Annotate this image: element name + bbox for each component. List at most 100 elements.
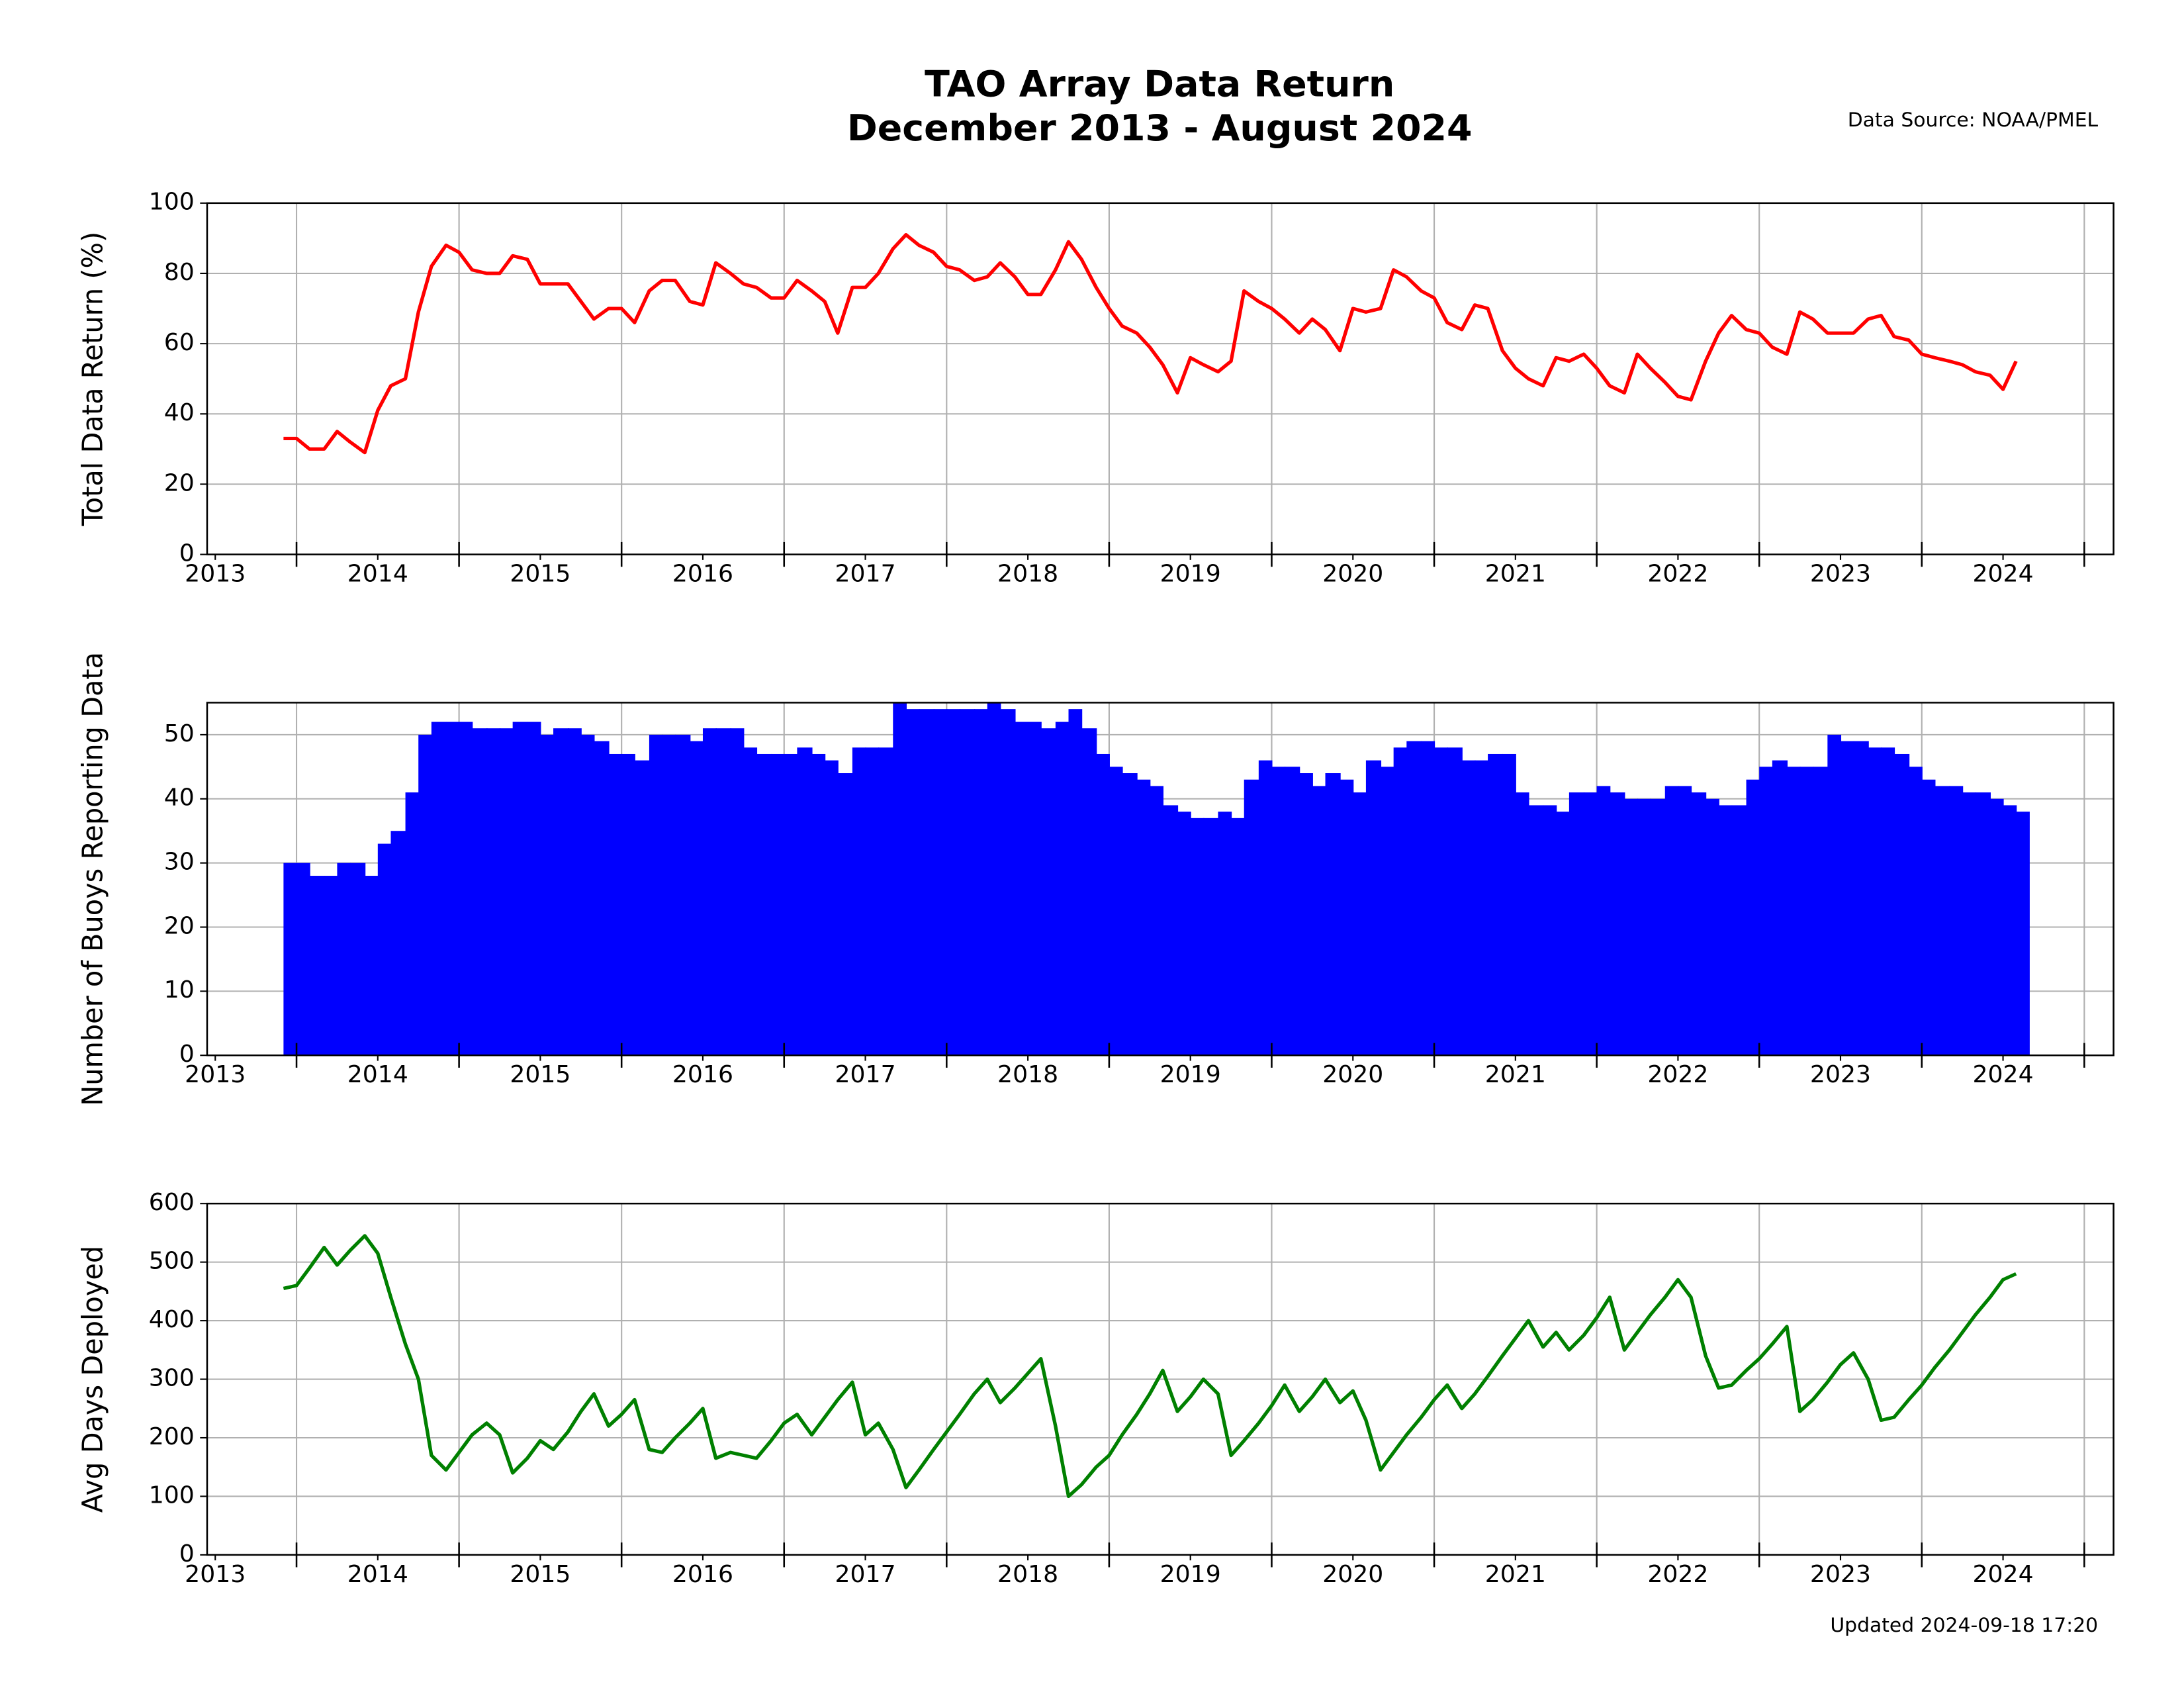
bar [959,709,976,1056]
x-tick-label: 2019 [1160,1561,1221,1587]
bar [1218,812,1232,1056]
bar [1177,812,1191,1056]
bar [1650,798,1666,1056]
bar [1325,773,1341,1056]
y-tick-label: 60 [164,329,195,355]
bar [1718,805,1733,1056]
bar [337,863,351,1056]
bar [1610,792,1625,1056]
bar [1081,728,1097,1056]
bar [1528,805,1544,1056]
x-tick-label: 2023 [1810,1062,1871,1088]
bar [1502,753,1516,1056]
x-tick-label: 2021 [1485,1561,1546,1587]
bar [1068,709,1083,1056]
bar [365,876,379,1056]
bar [1203,818,1219,1056]
bar [1109,767,1123,1056]
bar [825,760,839,1056]
x-tick-label: 2015 [510,1062,570,1088]
bar [1475,760,1489,1056]
bar [1583,792,1598,1056]
x-tick-label: 2016 [672,1062,733,1088]
x-tick-label: 2018 [997,561,1058,587]
bar [1434,747,1448,1056]
bar [568,728,582,1056]
bar [472,728,488,1056]
bar [377,843,392,1056]
bar [1258,760,1273,1056]
x-tick-label: 2024 [1973,1561,2034,1587]
bar [1122,773,1138,1056]
bar [1393,747,1408,1056]
bar [1569,792,1585,1056]
bar [1772,760,1788,1056]
x-tick-label: 2022 [1647,561,1708,587]
bar [852,747,866,1056]
bar [715,728,731,1056]
bar [1746,779,1760,1056]
x-tick-label: 2024 [1973,561,2034,587]
bar [459,722,473,1056]
bar [771,753,785,1056]
bar [2016,812,2030,1056]
bar [1827,734,1842,1056]
bar [946,709,961,1056]
bar [1299,773,1313,1056]
bar [1853,741,1869,1056]
bar [540,734,555,1056]
y-tick-label: 0 [179,540,195,567]
x-tick-label: 2014 [347,1561,408,1587]
x-tick-label: 2021 [1485,561,1546,587]
bar [1840,741,1854,1056]
bar [608,753,623,1056]
y-tick-label: 10 [164,977,195,1004]
bar [1285,767,1300,1056]
bar [1975,792,1991,1056]
x-tick-label: 2020 [1322,1062,1383,1088]
y-tick-label: 100 [149,189,195,215]
bar [1312,786,1326,1056]
plot-frame [206,202,2115,555]
data-line [283,1234,2017,1499]
x-tick-label: 2017 [835,1561,895,1587]
bar [1421,741,1435,1056]
x-tick-label: 2020 [1322,1561,1383,1587]
y-tick-label: 0 [179,1540,195,1567]
x-tick-label: 2015 [510,561,570,587]
x-tick-label: 2023 [1810,561,1871,587]
x-tick-label: 2019 [1160,561,1221,587]
y-tick-label: 40 [164,400,195,426]
y-tick-label: 20 [164,470,195,496]
x-tick-label: 2021 [1485,1062,1546,1088]
y-tick-label: 100 [149,1482,195,1509]
source-note: Data Source: NOAA/PMEL [1848,109,2099,131]
bar [743,747,758,1056]
bar [1949,786,1964,1056]
x-tick-label: 2018 [997,1062,1058,1088]
bar [1150,786,1164,1056]
y-tick-label: 80 [164,259,195,285]
x-tick-label: 2020 [1322,561,1383,587]
bar [1786,767,1801,1056]
bar [594,741,610,1056]
bar [1055,722,1069,1056]
x-tick-label: 2013 [185,1062,246,1088]
bar [1706,798,1719,1056]
bar [634,760,650,1056]
y-tick-label: 20 [164,913,195,939]
bar [283,863,298,1056]
bar [1136,779,1151,1056]
updated-note: Updated 2024-09-18 17:20 [1830,1614,2098,1636]
y-tick-label: 500 [149,1248,195,1274]
bar [1447,747,1463,1056]
bar [418,734,432,1056]
y-tick-label: 50 [164,720,195,747]
bar [1556,812,1570,1056]
bar [1894,753,1910,1056]
bar [797,747,813,1056]
bar [1096,753,1110,1056]
chart-subtitle: December 2013 - August 2024 [847,107,1473,149]
bar [662,734,676,1056]
